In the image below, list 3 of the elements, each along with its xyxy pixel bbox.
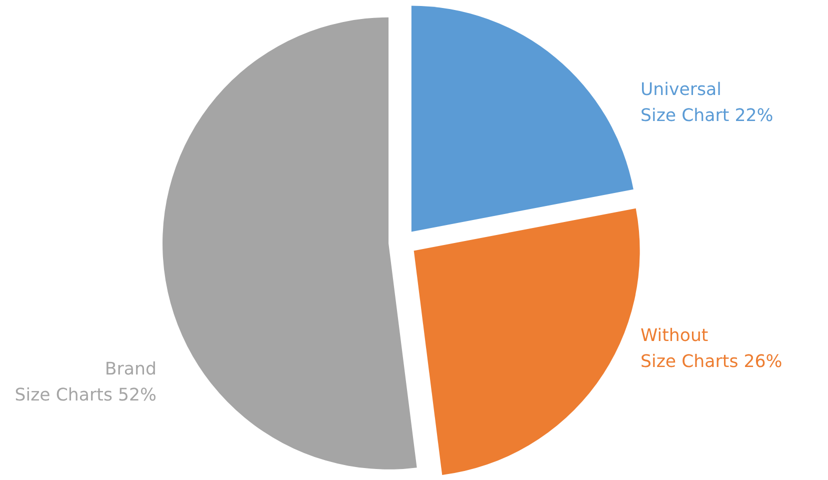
slice-label: Without Size Charts 26% xyxy=(640,326,782,372)
slice-label: Universal Size Chart 22% xyxy=(640,80,774,126)
slice-label: Brand Size Charts 52% xyxy=(14,360,157,406)
